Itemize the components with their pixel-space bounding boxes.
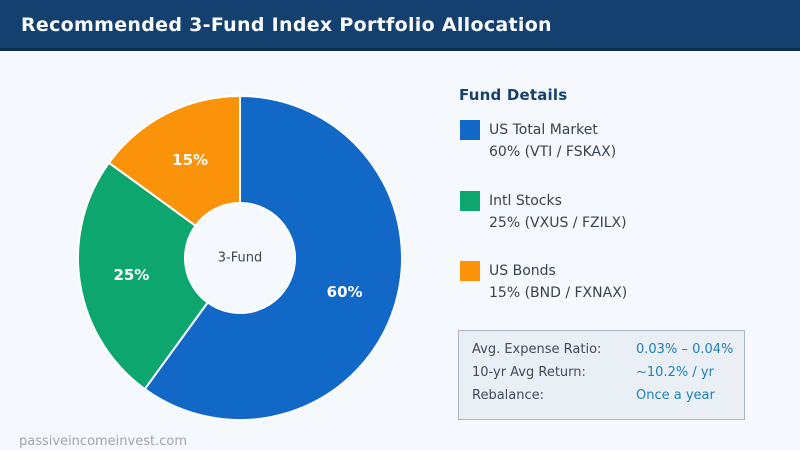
page-title: Recommended 3-Fund Index Portfolio Alloc… bbox=[21, 14, 552, 36]
donut-chart-svg: 60% 25% 15% bbox=[77, 95, 403, 421]
stat-value: 0.03% – 0.04% bbox=[636, 342, 734, 357]
legend-item-us-bonds: US Bonds 15% (BND / FXNAX) bbox=[460, 260, 627, 304]
donut-slice-us-bonds bbox=[107, 95, 241, 227]
fund-stats-box: Avg. Expense Ratio: 0.03% – 0.04% 10-yr … bbox=[458, 330, 745, 420]
donut-chart: 60% 25% 15% bbox=[40, 76, 440, 444]
legend-item-name: Intl Stocks bbox=[489, 193, 562, 209]
legend-swatch-intl-stocks-icon bbox=[460, 191, 480, 211]
legend-item-detail: 25% (VXUS / FZILX) bbox=[489, 215, 627, 231]
legend-item-detail: 15% (BND / FXNAX) bbox=[489, 285, 628, 301]
slice-label-25%: 25% bbox=[113, 266, 149, 284]
legend-item-detail: 60% (VTI / FSKAX) bbox=[489, 144, 617, 160]
legend-item-name: US Total Market bbox=[489, 122, 598, 138]
slice-label-15%: 15% bbox=[172, 151, 208, 169]
stat-label: 10-yr Avg Return: bbox=[472, 365, 586, 380]
donut-slice-us-total-market bbox=[143, 95, 403, 421]
legend-item-name: US Bonds bbox=[489, 263, 556, 279]
donut-center-label: 3-Fund bbox=[217, 250, 263, 266]
legend-item-intl-stocks: Intl Stocks 25% (VXUS / FZILX) bbox=[460, 190, 627, 234]
stat-value: Once a year bbox=[636, 388, 715, 403]
legend-swatch-us-total-market-icon bbox=[460, 120, 480, 140]
legend-title: Fund Details bbox=[459, 86, 568, 104]
footer: passiveincomeinvest.com bbox=[19, 430, 187, 449]
slice-label-60%: 60% bbox=[327, 283, 363, 301]
stat-value: ~10.2% / yr bbox=[636, 365, 714, 380]
footer-watermark: passiveincomeinvest.com bbox=[19, 434, 187, 449]
stat-label: Rebalance: bbox=[472, 388, 545, 403]
header-bar: Recommended 3-Fund Index Portfolio Alloc… bbox=[0, 0, 800, 51]
legend-swatch-us-bonds-icon bbox=[460, 261, 480, 281]
donut-slice-intl-stocks bbox=[77, 161, 209, 391]
stat-label: Avg. Expense Ratio: bbox=[472, 342, 602, 357]
legend-item-us-total-market: US Total Market 60% (VTI / FSKAX) bbox=[460, 119, 616, 163]
fund-details-panel: Fund Details US Total Market 60% (VTI / … bbox=[459, 86, 769, 301]
